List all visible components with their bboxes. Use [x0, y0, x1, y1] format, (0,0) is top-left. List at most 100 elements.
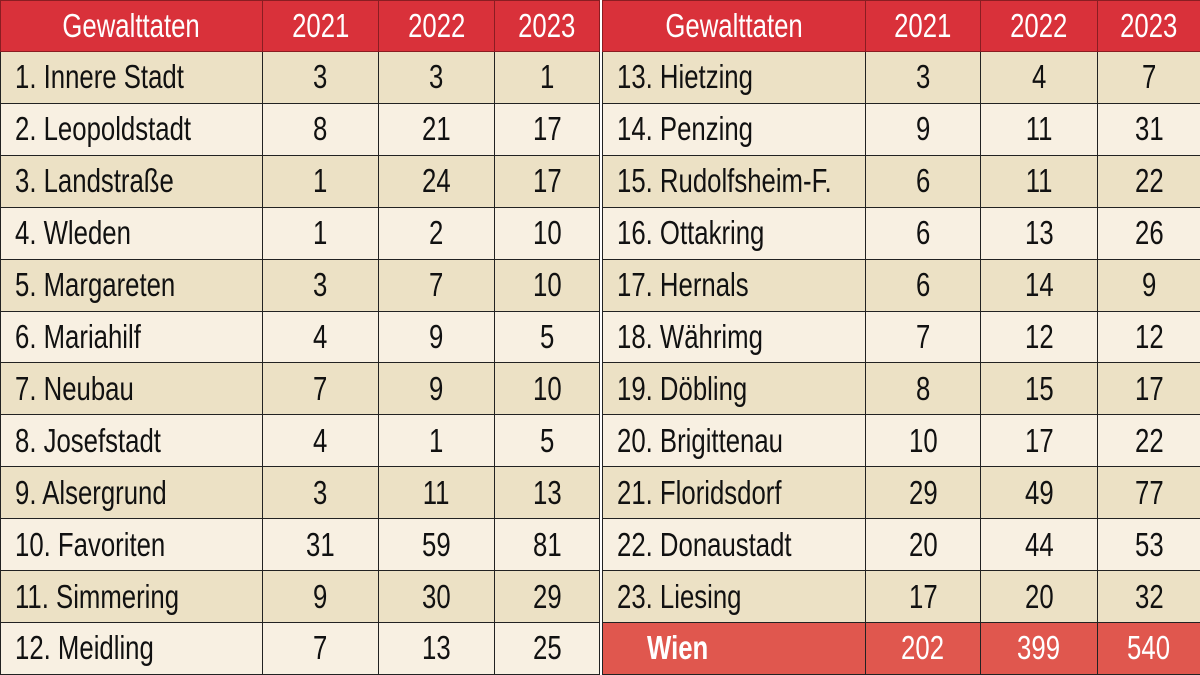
table-row: 23. Liesing 17 20 32 — [602, 570, 1200, 623]
value-cell: 11 — [378, 466, 495, 520]
value-cell: 32 — [1097, 570, 1200, 623]
table-row: 11. Simmering 9 30 29 — [0, 570, 600, 623]
table-row: 17. Hernals 6 14 9 — [602, 258, 1200, 312]
value-cell: 8 — [865, 362, 981, 416]
value-cell: 7 — [378, 258, 495, 312]
total-row: Wien 202 399 540 — [602, 621, 1200, 675]
value-cell: 3 — [378, 51, 495, 104]
column-header: Gewalttaten — [602, 0, 866, 52]
column-header: 2021 — [262, 0, 379, 52]
value-cell: 202 — [865, 621, 981, 675]
value-cell: 59 — [378, 518, 495, 572]
table-row: 2. Leopoldstadt 8 21 17 — [0, 102, 600, 156]
table-left: Gewalttaten 2021 2022 2023 1. Innere Sta… — [0, 0, 600, 675]
value-cell: 12 — [980, 310, 1098, 364]
value-cell: 13 — [980, 206, 1098, 260]
value-cell: 31 — [1097, 102, 1200, 156]
table-row: 13. Hietzing 3 4 7 — [602, 51, 1200, 104]
value-cell: 31 — [262, 518, 379, 572]
value-cell: 5 — [494, 310, 600, 364]
value-cell: 7 — [1097, 51, 1200, 104]
value-cell: 7 — [262, 621, 379, 675]
district-name: 18. Währimg — [602, 310, 866, 364]
value-cell: 9 — [378, 362, 495, 416]
value-cell: 6 — [865, 206, 981, 260]
value-cell: 20 — [980, 570, 1098, 623]
table-row: 14. Penzing 9 11 31 — [602, 102, 1200, 156]
value-cell: 3 — [262, 51, 379, 104]
value-cell: 7 — [262, 362, 379, 416]
table-row: 5. Margareten 3 7 10 — [0, 258, 600, 312]
table-row: 9. Alsergrund 3 11 13 — [0, 466, 600, 520]
value-cell: 1 — [262, 206, 379, 260]
district-name: 2. Leopoldstadt — [0, 102, 263, 156]
table-row: 6. Mariahilf 4 9 5 — [0, 310, 600, 364]
column-header: 2022 — [378, 0, 495, 52]
district-name: 8. Josefstadt — [0, 414, 263, 468]
value-cell: 17 — [494, 154, 600, 208]
district-name: 19. Döbling — [602, 362, 866, 416]
district-name: 11. Simmering — [0, 570, 263, 623]
value-cell: 8 — [262, 102, 379, 156]
value-cell: 81 — [494, 518, 600, 572]
table-row: 8. Josefstadt 4 1 5 — [0, 414, 600, 468]
value-cell: 11 — [980, 102, 1098, 156]
district-name: 16. Ottakring — [602, 206, 866, 260]
value-cell: 24 — [378, 154, 495, 208]
value-cell: 1 — [494, 51, 600, 104]
header-row: Gewalttaten 2021 2022 2023 — [0, 0, 600, 52]
value-cell: 29 — [494, 570, 600, 623]
value-cell: 17 — [1097, 362, 1200, 416]
column-header: 2022 — [980, 0, 1098, 52]
district-name: 22. Donaustadt — [602, 518, 866, 572]
table-row: 10. Favoriten 31 59 81 — [0, 518, 600, 572]
district-name: 12. Meidling — [0, 621, 263, 675]
value-cell: 10 — [865, 414, 981, 468]
district-name: 3. Landstraße — [0, 154, 263, 208]
value-cell: 15 — [980, 362, 1098, 416]
value-cell: 3 — [262, 258, 379, 312]
value-cell: 20 — [865, 518, 981, 572]
value-cell: 26 — [1097, 206, 1200, 260]
value-cell: 10 — [494, 362, 600, 416]
value-cell: 9 — [262, 570, 379, 623]
value-cell: 10 — [494, 206, 600, 260]
district-name: 10. Favoriten — [0, 518, 263, 572]
table-row: 20. Brigittenau 10 17 22 — [602, 414, 1200, 468]
district-name: 15. Rudolfsheim-F. — [602, 154, 866, 208]
column-header: Gewalttaten — [0, 0, 263, 52]
district-name: 20. Brigittenau — [602, 414, 866, 468]
value-cell: 6 — [865, 154, 981, 208]
value-cell: 1 — [262, 154, 379, 208]
value-cell: 4 — [262, 414, 379, 468]
value-cell: 3 — [865, 51, 981, 104]
value-cell: 6 — [865, 258, 981, 312]
value-cell: 17 — [494, 102, 600, 156]
table-row: 1. Innere Stadt 3 3 1 — [0, 51, 600, 104]
value-cell: 22 — [1097, 414, 1200, 468]
header-row: Gewalttaten 2021 2022 2023 — [602, 0, 1200, 52]
value-cell: 77 — [1097, 466, 1200, 520]
district-name: 14. Penzing — [602, 102, 866, 156]
value-cell: 14 — [980, 258, 1098, 312]
value-cell: 2 — [378, 206, 495, 260]
table-row: 7. Neubau 7 9 10 — [0, 362, 600, 416]
value-cell: 17 — [865, 570, 981, 623]
district-name: 23. Liesing — [602, 570, 866, 623]
table-row: 19. Döbling 8 15 17 — [602, 362, 1200, 416]
value-cell: 30 — [378, 570, 495, 623]
table-row: 12. Meidling 7 13 25 — [0, 621, 600, 675]
table-row: 18. Währimg 7 12 12 — [602, 310, 1200, 364]
value-cell: 4 — [262, 310, 379, 364]
value-cell: 12 — [1097, 310, 1200, 364]
table-row: 16. Ottakring 6 13 26 — [602, 206, 1200, 260]
value-cell: 10 — [494, 258, 600, 312]
table-row: 21. Floridsdorf 29 49 77 — [602, 466, 1200, 520]
column-header: 2023 — [494, 0, 600, 52]
value-cell: 13 — [378, 621, 495, 675]
district-name: 6. Mariahilf — [0, 310, 263, 364]
value-cell: 5 — [494, 414, 600, 468]
value-cell: 9 — [865, 102, 981, 156]
value-cell: 44 — [980, 518, 1098, 572]
value-cell: 29 — [865, 466, 981, 520]
